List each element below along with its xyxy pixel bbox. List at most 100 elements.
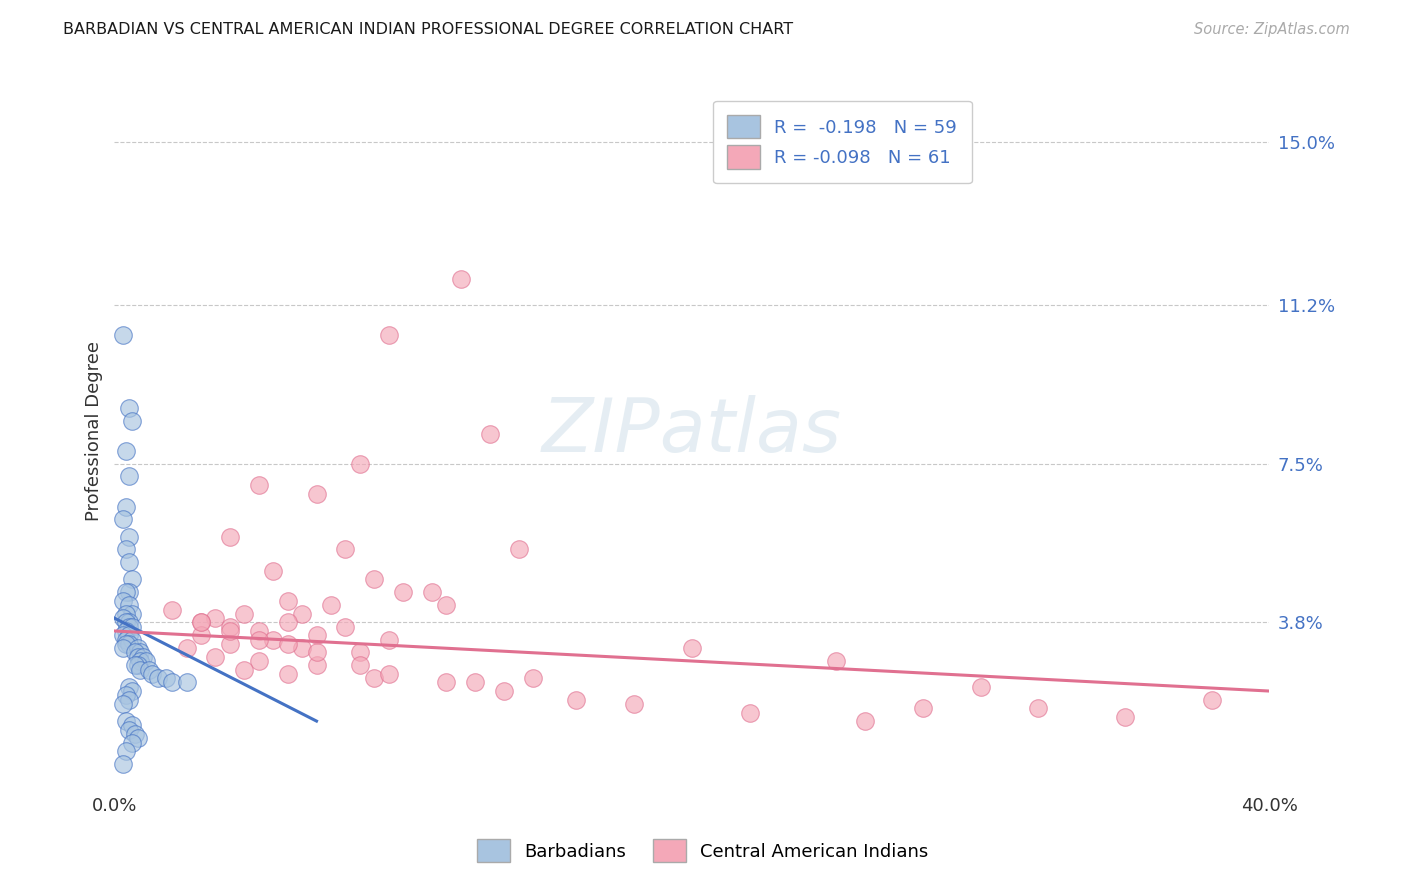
Point (233, 607, 256, 621)
Point (377, 666, 399, 681)
Point (176, 675, 198, 690)
Point (118, 723, 141, 737)
Point (124, 727, 146, 741)
Point (118, 692, 141, 706)
Point (277, 666, 299, 681)
Point (349, 457, 371, 471)
Point (305, 658, 328, 673)
Point (112, 628, 135, 642)
Point (115, 443, 138, 458)
Point (392, 585, 415, 599)
Point (464, 675, 486, 690)
Point (494, 684, 516, 698)
Point (118, 620, 141, 634)
Point (115, 714, 138, 728)
Point (247, 654, 270, 668)
Legend: Barbadians, Central American Indians: Barbadians, Central American Indians (470, 832, 936, 870)
Point (118, 530, 141, 544)
Point (738, 706, 761, 720)
Point (118, 469, 141, 483)
Point (129, 645, 152, 659)
Point (121, 573, 143, 587)
Point (349, 658, 371, 673)
Point (112, 594, 135, 608)
Point (363, 671, 385, 685)
Point (155, 671, 177, 685)
Point (146, 671, 169, 685)
Point (291, 641, 314, 656)
Point (115, 607, 138, 621)
Legend: R =  -0.198   N = 59, R = -0.098   N = 61: R = -0.198 N = 59, R = -0.098 N = 61 (713, 101, 972, 183)
Point (176, 641, 198, 656)
Point (219, 530, 242, 544)
Point (132, 649, 155, 664)
Point (115, 624, 138, 638)
Point (1201, 692, 1223, 706)
Point (420, 585, 443, 599)
Point (115, 615, 138, 630)
Point (160, 602, 183, 616)
Point (219, 637, 242, 651)
Point (115, 542, 138, 557)
Point (121, 684, 143, 698)
Point (115, 585, 138, 599)
Point (349, 645, 371, 659)
Point (305, 645, 328, 659)
Point (112, 641, 135, 656)
Point (118, 680, 141, 694)
Point (277, 637, 299, 651)
Point (124, 658, 146, 673)
Point (262, 564, 284, 578)
Point (127, 641, 149, 656)
Point (115, 632, 138, 647)
Point (1026, 701, 1049, 715)
Point (1114, 710, 1136, 724)
Point (247, 632, 270, 647)
Point (121, 414, 143, 428)
Point (121, 620, 143, 634)
Point (291, 607, 314, 621)
Point (129, 663, 152, 677)
Point (112, 512, 135, 526)
Point (118, 599, 141, 613)
Point (319, 599, 342, 613)
Point (522, 671, 544, 685)
Point (825, 654, 848, 668)
Point (305, 628, 328, 642)
Point (436, 675, 458, 690)
Y-axis label: Professional Degree: Professional Degree (86, 342, 103, 522)
Text: ZIPatlas: ZIPatlas (541, 395, 842, 467)
Point (112, 611, 135, 625)
Point (138, 663, 160, 677)
Point (377, 632, 399, 647)
Point (681, 641, 703, 656)
Point (247, 624, 270, 638)
Point (363, 573, 385, 587)
Point (115, 744, 138, 758)
Point (219, 624, 242, 638)
Point (190, 615, 212, 630)
Point (118, 401, 141, 415)
Point (121, 632, 143, 647)
Point (450, 272, 472, 286)
Point (277, 594, 299, 608)
Point (112, 327, 135, 342)
Point (121, 735, 143, 749)
Point (190, 615, 212, 630)
Point (129, 654, 152, 668)
Point (436, 599, 458, 613)
Point (118, 637, 141, 651)
Point (335, 620, 357, 634)
Point (247, 478, 270, 492)
Point (115, 500, 138, 514)
Point (124, 645, 146, 659)
Point (853, 714, 876, 728)
Point (204, 611, 226, 625)
Point (377, 327, 399, 342)
Point (190, 628, 212, 642)
Point (969, 680, 991, 694)
Point (141, 666, 163, 681)
Point (335, 542, 357, 557)
Point (118, 615, 141, 630)
Point (135, 654, 157, 668)
